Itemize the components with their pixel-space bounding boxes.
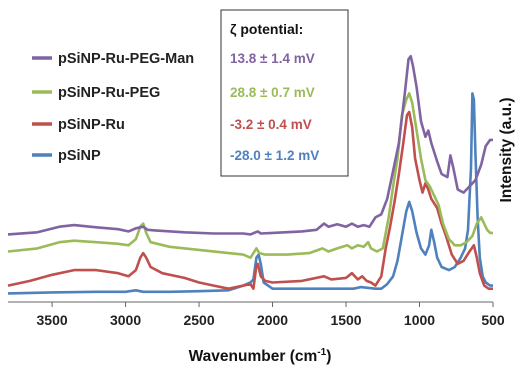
x-tick-label: 1500 <box>330 312 361 328</box>
x-tick-label: 3000 <box>110 312 141 328</box>
x-tick-label: 1000 <box>404 312 435 328</box>
x-tick-label: 2500 <box>183 312 214 328</box>
zeta-value: -28.0 ± 1.2 mV <box>230 148 319 163</box>
x-axis-title-text: Wavenumber <box>189 348 286 365</box>
zeta-box-frame <box>220 9 349 177</box>
zeta-box-title: ζ potential: <box>230 21 303 37</box>
y-axis-title: Intensity (a.u.) <box>498 97 515 202</box>
legend: pSiNP-Ru-PEG-Man pSiNP-Ru-PEG pSiNP-Ru pSiN… <box>32 51 194 164</box>
zeta-value: 28.8 ± 0.7 mV <box>230 85 315 100</box>
x-tick-label: 3500 <box>37 312 68 328</box>
zeta-values: 13.8 ± 1.4 mV 28.8 ± 0.7 mV -3.2 ± 0.4 mV -… <box>230 51 319 163</box>
legend-label: pSiNP <box>58 148 101 164</box>
zeta-potential-box: ζ potential: 13.8 ± 1.4 mV 28.8 ± 0.7 mV -… <box>220 9 349 177</box>
x-tick-label: 2000 <box>257 312 288 328</box>
zeta-value: -3.2 ± 0.4 mV <box>230 117 312 132</box>
legend-label: pSiNP-Ru-PEG <box>58 85 160 101</box>
series-line-psinp-ru-peg-man <box>7 54 493 236</box>
x-axis-title-exponent: -1 <box>317 347 326 358</box>
legend-label: pSiNP-Ru <box>58 117 125 133</box>
zeta-value: 13.8 ± 1.4 mV <box>230 51 315 66</box>
x-axis-title-close: ) <box>326 348 331 365</box>
x-axis-ticks: 3500 3000 2500 2000 1500 1000 500 <box>37 302 505 328</box>
x-axis-title: Wavenumber (cm-1) <box>189 347 332 365</box>
x-tick-label: 500 <box>481 312 505 328</box>
plot-lines <box>7 54 493 295</box>
x-axis-title-unit: (cm <box>290 348 318 365</box>
series-line-psinp-ru <box>7 110 493 290</box>
legend-label: pSiNP-Ru-PEG-Man <box>58 51 194 67</box>
